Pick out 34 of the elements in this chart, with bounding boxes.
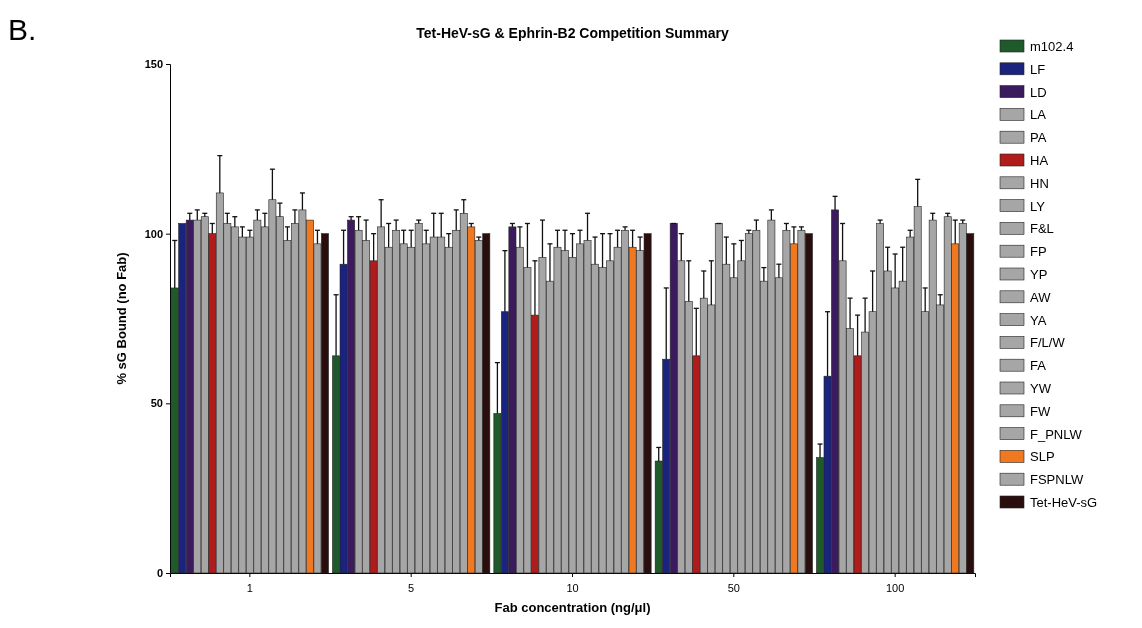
legend-label: FP	[1030, 244, 1047, 260]
legend-label: FA	[1030, 358, 1047, 374]
x-tick-label: 5	[408, 582, 415, 595]
legend-label: F_PNLW	[1030, 426, 1083, 442]
legend-label: F/L/W	[1030, 335, 1066, 351]
legend-label: Tet-HeV-sG	[1030, 495, 1098, 510]
x-tick-label: 100	[885, 582, 905, 595]
text: B.	[8, 13, 37, 46]
chart-title: Tet-HeV-sG & Ephrin-B2 Competition Summary	[416, 25, 729, 41]
legend-label: SLP	[1030, 449, 1055, 465]
legend-label: HN	[1030, 175, 1049, 191]
legend-label: LF	[1030, 61, 1046, 77]
y-tick-label: 0	[156, 567, 163, 580]
legend-label: YA	[1030, 312, 1047, 328]
legend-label: LD	[1030, 84, 1047, 100]
y-axis-title: % sG Bound (no Fab)	[114, 252, 129, 385]
x-tick-label: 50	[727, 582, 740, 595]
x-tick-label: 10	[566, 582, 579, 595]
legend-label: F&L	[1030, 221, 1054, 237]
legend-label: m102.4	[1030, 39, 1074, 54]
y-tick-label: 50	[150, 397, 163, 410]
legend-label: YW	[1030, 381, 1052, 396]
y-tick-label: 150	[144, 58, 163, 71]
legend-label: FSPNLW	[1030, 472, 1084, 488]
legend-label: HA	[1030, 153, 1049, 168]
legend-label: YP	[1030, 267, 1048, 282]
legend-label: FW	[1030, 403, 1051, 419]
legend-label: PA	[1030, 130, 1047, 146]
legend-label: AW	[1030, 289, 1052, 305]
legend-label: LA	[1030, 107, 1047, 123]
x-axis-title: Fab concentration (ng/μl)	[494, 600, 651, 615]
y-tick-label: 100	[144, 227, 163, 240]
legend-label: LY	[1030, 198, 1046, 214]
x-tick-label: 1	[246, 582, 253, 595]
